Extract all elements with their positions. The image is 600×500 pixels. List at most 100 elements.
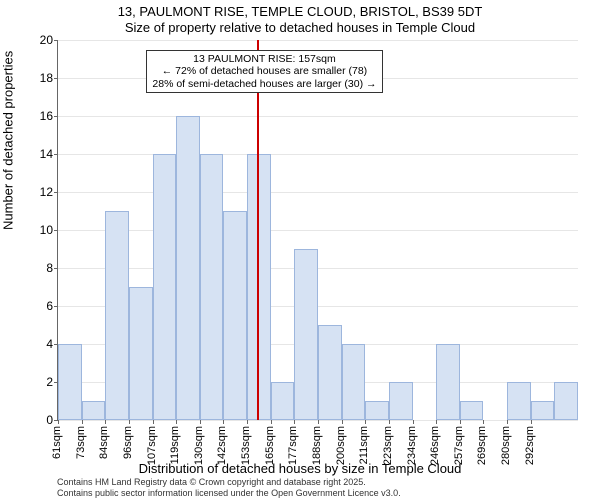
ytick-label: 10 [0, 223, 53, 237]
histogram-bar [223, 211, 247, 420]
xtick-label: 211sqm [358, 426, 370, 464]
xtick-mark [82, 420, 83, 424]
ytick-label: 4 [0, 337, 53, 351]
title-line-1: 13, PAULMONT RISE, TEMPLE CLOUD, BRISTOL… [0, 4, 600, 20]
histogram-bar [129, 287, 153, 420]
histogram-bar [82, 401, 106, 420]
xtick-mark [507, 420, 508, 424]
xtick-label: 142sqm [216, 426, 228, 465]
ytick-label: 2 [0, 375, 53, 389]
xtick-label: 130sqm [193, 426, 205, 465]
xtick-label: 165sqm [264, 426, 276, 465]
xtick-mark [460, 420, 461, 424]
xtick-mark [58, 420, 59, 424]
xtick-label: 269sqm [476, 426, 488, 465]
ytick-label: 16 [0, 109, 53, 123]
histogram-bar [176, 116, 200, 420]
xtick-label: 292sqm [524, 426, 536, 465]
annotation-line: 28% of semi-detached houses are larger (… [152, 78, 376, 91]
xtick-mark [294, 420, 295, 424]
gridline [58, 268, 578, 269]
histogram-bar [318, 325, 342, 420]
xtick-mark [105, 420, 106, 424]
histogram-bar [247, 154, 271, 420]
ytick-label: 0 [0, 413, 53, 427]
ytick-mark [54, 230, 58, 231]
ytick-label: 14 [0, 147, 53, 161]
histogram-bar [436, 344, 460, 420]
xtick-mark [271, 420, 272, 424]
histogram-bar [200, 154, 224, 420]
histogram-bar [554, 382, 578, 420]
chart-title: 13, PAULMONT RISE, TEMPLE CLOUD, BRISTOL… [0, 4, 600, 35]
title-line-2: Size of property relative to detached ho… [0, 20, 600, 36]
x-axis-label: Distribution of detached houses by size … [0, 461, 600, 476]
annotation-box: 13 PAULMONT RISE: 157sqm← 72% of detache… [146, 50, 382, 94]
xtick-label: 73sqm [75, 426, 87, 459]
xtick-mark [176, 420, 177, 424]
histogram-bar [105, 211, 129, 420]
gridline [58, 192, 578, 193]
xtick-mark [413, 420, 414, 424]
xtick-mark [436, 420, 437, 424]
xtick-mark [531, 420, 532, 424]
xtick-label: 177sqm [287, 426, 299, 465]
gridline [58, 116, 578, 117]
ytick-mark [54, 268, 58, 269]
xtick-label: 188sqm [311, 426, 323, 465]
reference-line [257, 40, 259, 420]
xtick-mark [318, 420, 319, 424]
histogram-bar [531, 401, 555, 420]
histogram-bar [460, 401, 484, 420]
histogram-bar [365, 401, 389, 420]
footer-line-2: Contains public sector information licen… [57, 488, 401, 498]
footer-attribution: Contains HM Land Registry data © Crown c… [57, 477, 401, 498]
xtick-label: 84sqm [98, 426, 110, 459]
ytick-label: 12 [0, 185, 53, 199]
xtick-label: 257sqm [453, 426, 465, 465]
footer-line-1: Contains HM Land Registry data © Crown c… [57, 477, 401, 487]
chart-container: 13, PAULMONT RISE, TEMPLE CLOUD, BRISTOL… [0, 0, 600, 500]
gridline [58, 40, 578, 41]
xtick-label: 200sqm [335, 426, 347, 465]
xtick-mark [223, 420, 224, 424]
histogram-bar [294, 249, 318, 420]
ytick-mark [54, 116, 58, 117]
histogram-bar [389, 382, 413, 420]
xtick-mark [365, 420, 366, 424]
xtick-label: 223sqm [382, 426, 394, 465]
xtick-label: 119sqm [169, 426, 181, 464]
histogram-bar [153, 154, 177, 420]
ytick-mark [54, 40, 58, 41]
annotation-line: 13 PAULMONT RISE: 157sqm [152, 53, 376, 66]
ytick-mark [54, 192, 58, 193]
ytick-mark [54, 306, 58, 307]
xtick-mark [247, 420, 248, 424]
xtick-label: 96sqm [122, 426, 134, 459]
histogram-bar [342, 344, 366, 420]
ytick-label: 18 [0, 71, 53, 85]
xtick-mark [342, 420, 343, 424]
histogram-bar [507, 382, 531, 420]
ytick-label: 8 [0, 261, 53, 275]
xtick-mark [129, 420, 130, 424]
xtick-label: 280sqm [500, 426, 512, 465]
xtick-label: 234sqm [406, 426, 418, 465]
xtick-label: 61sqm [51, 426, 63, 459]
xtick-label: 107sqm [146, 426, 158, 465]
plot-area: 13 PAULMONT RISE: 157sqm← 72% of detache… [57, 40, 578, 421]
ytick-mark [54, 78, 58, 79]
histogram-bar [271, 382, 295, 420]
ytick-label: 20 [0, 33, 53, 47]
xtick-mark [389, 420, 390, 424]
xtick-mark [483, 420, 484, 424]
ytick-mark [54, 154, 58, 155]
xtick-label: 246sqm [429, 426, 441, 465]
xtick-mark [200, 420, 201, 424]
ytick-label: 6 [0, 299, 53, 313]
gridline [58, 154, 578, 155]
histogram-bar [58, 344, 82, 420]
annotation-line: ← 72% of detached houses are smaller (78… [152, 65, 376, 78]
xtick-mark [153, 420, 154, 424]
xtick-label: 153sqm [240, 426, 252, 465]
